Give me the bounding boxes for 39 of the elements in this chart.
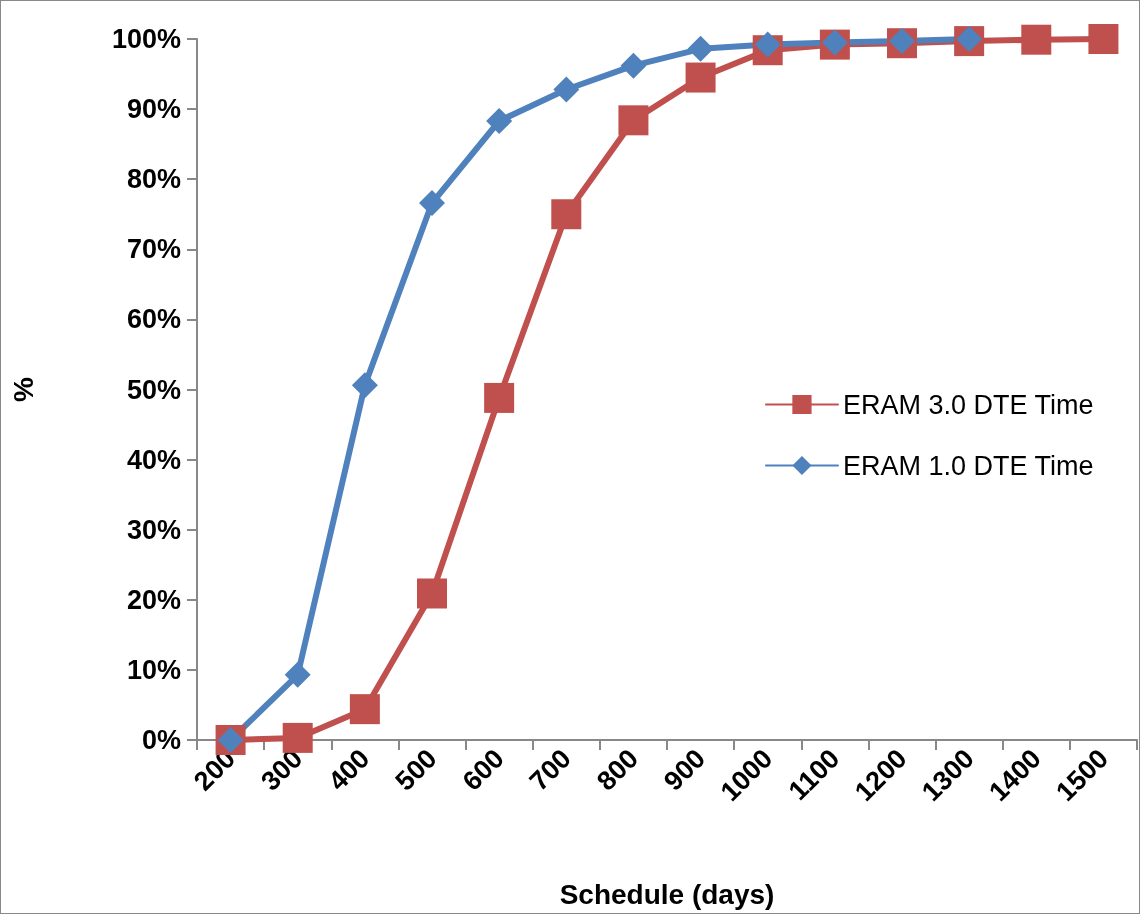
point [284, 661, 311, 688]
point [618, 105, 649, 136]
y-tick-label: 30% [126, 514, 181, 545]
y-tick-label: 20% [126, 584, 181, 615]
x-tick-label: 300 [255, 743, 309, 797]
y-tick-label: 80% [126, 164, 181, 195]
point [486, 108, 513, 135]
point [417, 578, 447, 609]
y-tick-label: 50% [126, 374, 181, 405]
x-axis-title: Schedule (days) [559, 878, 775, 910]
y-tick-label: 70% [126, 234, 181, 265]
point [754, 31, 781, 58]
point [687, 35, 714, 62]
x-tick-label: 800 [590, 743, 645, 797]
point [620, 52, 647, 79]
point [551, 199, 582, 230]
y-tick-label: 60% [126, 304, 181, 335]
point [419, 190, 445, 217]
point [553, 76, 580, 103]
point [685, 62, 716, 93]
y-tick-label: 90% [126, 94, 181, 125]
x-tick-label: 900 [658, 743, 712, 797]
point [351, 372, 378, 399]
legend-label: ERAM 3.0 DTE Time [842, 389, 1094, 420]
x-tick-label: 400 [322, 743, 376, 797]
y-tick-label: 10% [126, 654, 181, 685]
y-tick-label: 100% [111, 24, 181, 54]
legend-label: ERAM 1.0 DTE Time [842, 450, 1094, 481]
point [1021, 24, 1052, 55]
point [349, 694, 380, 725]
y-tick-label: 40% [126, 444, 181, 475]
point [484, 382, 515, 413]
y-axis-title: % [7, 376, 39, 402]
x-tick-label: 600 [456, 743, 510, 797]
x-tick-label: 700 [523, 743, 577, 797]
point [1088, 24, 1119, 54]
y-tick-label: 0% [141, 725, 181, 755]
x-tick-label: 500 [389, 743, 443, 797]
point [282, 722, 313, 753]
